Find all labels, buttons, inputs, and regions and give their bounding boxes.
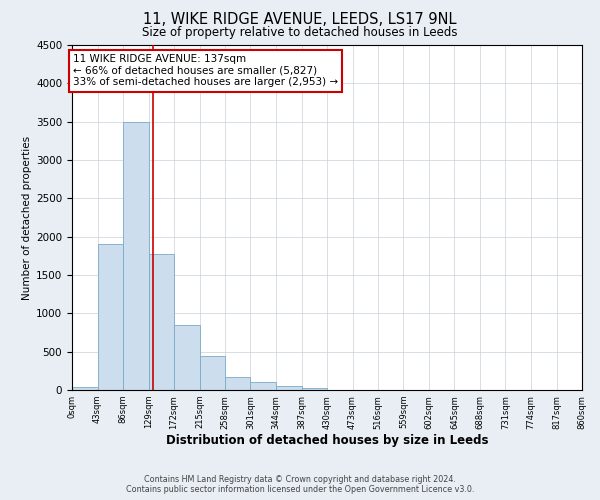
Bar	[276, 386, 302, 390]
X-axis label: Distribution of detached houses by size in Leeds: Distribution of detached houses by size …	[166, 434, 488, 448]
Text: 11 WIKE RIDGE AVENUE: 137sqm
← 66% of detached houses are smaller (5,827)
33% of: 11 WIKE RIDGE AVENUE: 137sqm ← 66% of de…	[73, 54, 338, 88]
Bar	[97, 244, 123, 390]
Text: Contains HM Land Registry data © Crown copyright and database right 2024.
Contai: Contains HM Land Registry data © Crown c…	[126, 474, 474, 494]
Bar	[225, 376, 251, 390]
Text: 11, WIKE RIDGE AVENUE, LEEDS, LS17 9NL: 11, WIKE RIDGE AVENUE, LEEDS, LS17 9NL	[143, 12, 457, 28]
Bar	[302, 388, 327, 390]
Text: Size of property relative to detached houses in Leeds: Size of property relative to detached ho…	[142, 26, 458, 39]
Bar	[251, 382, 276, 390]
Bar	[123, 122, 149, 390]
Bar	[72, 386, 97, 390]
Y-axis label: Number of detached properties: Number of detached properties	[22, 136, 32, 300]
Bar	[199, 356, 225, 390]
Bar	[174, 325, 199, 390]
Bar	[149, 254, 174, 390]
